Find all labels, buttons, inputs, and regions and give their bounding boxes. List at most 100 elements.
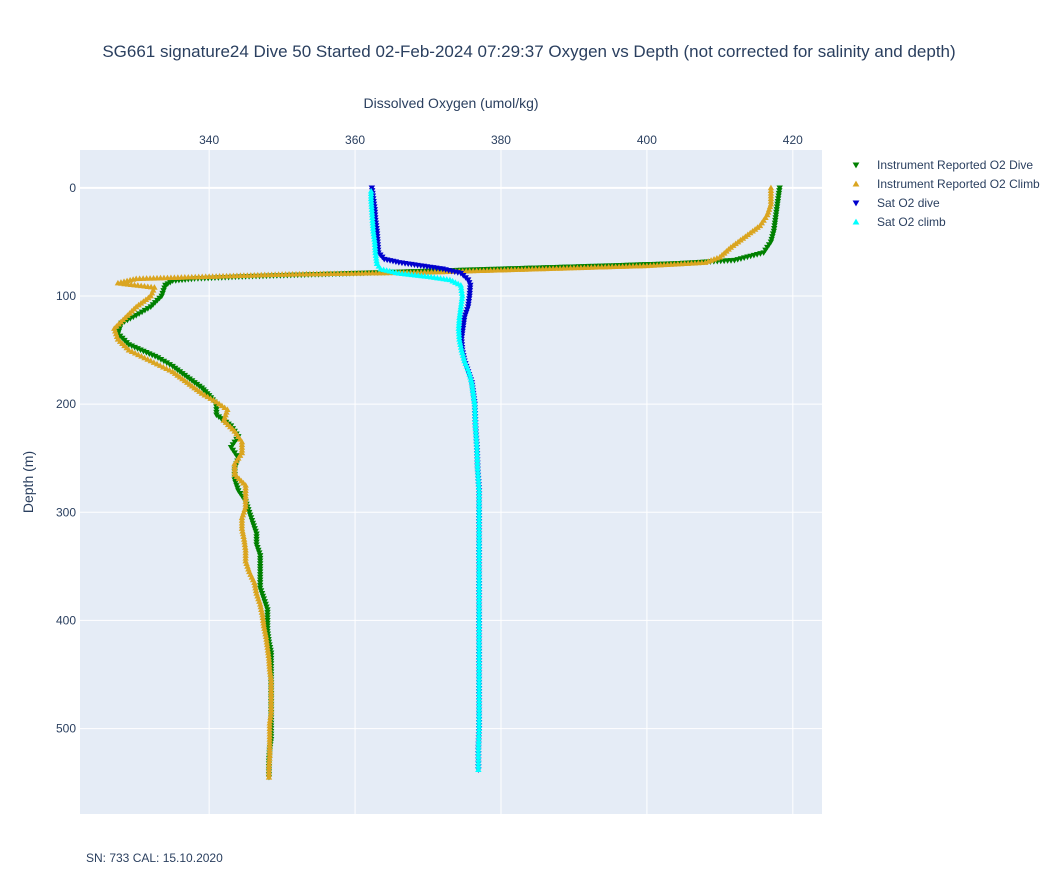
data-point (475, 617, 483, 623)
data-point (475, 638, 483, 645)
y-tick-labels: 0 100 200 300 400 500 (56, 181, 76, 736)
data-point (207, 395, 214, 401)
legend[interactable]: Instrument Reported O2 Dive Instrument Re… (852, 158, 1040, 229)
data-point (475, 675, 483, 682)
data-point (169, 368, 176, 375)
data-point (141, 354, 148, 361)
data-point (473, 447, 481, 453)
data-point (475, 490, 483, 497)
data-point (128, 348, 136, 355)
legend-label: Instrument Reported O2 Climb (877, 177, 1040, 191)
data-point (475, 604, 483, 611)
data-point (475, 558, 483, 565)
data-point (201, 391, 208, 398)
data-point (475, 478, 482, 484)
data-point (475, 697, 483, 704)
data-point (132, 313, 140, 319)
triangle-up-icon (852, 218, 860, 225)
data-point (475, 679, 483, 685)
data-point (475, 626, 483, 633)
data-point (475, 654, 483, 660)
data-point (474, 462, 481, 469)
data-point (475, 694, 483, 701)
data-point (475, 713, 483, 719)
triangle-down-icon (852, 200, 860, 207)
data-point (475, 475, 482, 481)
data-point (475, 700, 483, 707)
data-point (475, 743, 482, 750)
data-point (472, 422, 479, 429)
data-point (473, 444, 481, 450)
data-point (215, 400, 223, 407)
data-point (475, 651, 483, 657)
data-point (472, 425, 479, 432)
data-point (472, 431, 480, 438)
data-point (474, 459, 481, 466)
data-point (474, 472, 482, 478)
legend-item[interactable]: Sat O2 climb (852, 215, 946, 229)
data-point (475, 496, 483, 503)
data-point (475, 502, 483, 509)
data-point (163, 365, 170, 372)
data-point (475, 657, 483, 663)
data-point (475, 536, 483, 543)
data-point (475, 546, 483, 552)
data-point (367, 187, 375, 194)
data-point (475, 524, 483, 531)
data-point (153, 360, 161, 367)
data-point (163, 360, 171, 367)
data-point (475, 685, 483, 691)
data-point (475, 515, 483, 521)
data-point (474, 453, 481, 460)
data-point (210, 397, 217, 403)
x-tick-label: 360 (345, 133, 365, 147)
legend-item[interactable]: Instrument Reported O2 Dive (852, 158, 1034, 172)
calibration-note: SN: 733 CAL: 15.10.2020 (86, 851, 223, 865)
x-axis-title: Dissolved Oxygen (umol/kg) (363, 95, 538, 111)
data-point (475, 682, 483, 688)
data-point (221, 404, 228, 411)
triangle-down-icon (852, 162, 860, 169)
data-point (475, 611, 483, 617)
x-tick-labels: 340 360 380 400 420 (199, 133, 803, 147)
data-point (475, 766, 482, 773)
data-point (475, 706, 483, 713)
data-point (475, 728, 483, 735)
data-point (135, 351, 142, 358)
data-point (475, 607, 483, 614)
data-point (475, 583, 483, 589)
data-point (475, 716, 483, 722)
data-point (475, 763, 482, 769)
y-tick-label: 400 (56, 613, 76, 627)
data-point (167, 279, 174, 286)
data-point (475, 669, 483, 676)
data-point (475, 614, 483, 620)
data-point (475, 734, 482, 741)
legend-label: Sat O2 dive (877, 196, 940, 210)
data-point (475, 505, 483, 512)
data-point (471, 413, 479, 419)
data-point (475, 573, 483, 580)
data-point (138, 353, 145, 359)
data-point (475, 601, 483, 608)
data-point (213, 398, 220, 405)
data-point (147, 357, 154, 364)
data-point (475, 663, 483, 670)
data-point (166, 362, 173, 368)
data-point (475, 493, 483, 500)
data-point (474, 456, 481, 463)
grid-lines (80, 150, 822, 814)
data-point (473, 434, 480, 441)
data-point (475, 539, 483, 546)
plot-background (80, 150, 822, 814)
legend-item[interactable]: Instrument Reported O2 Climb (852, 177, 1040, 191)
data-point (475, 688, 483, 694)
data-point (475, 623, 483, 630)
data-point (475, 737, 482, 744)
data-point (475, 499, 483, 506)
legend-item[interactable]: Sat O2 dive (852, 196, 940, 210)
x-tick-label: 420 (783, 133, 803, 147)
data-point (475, 586, 483, 592)
data-point (475, 756, 482, 763)
